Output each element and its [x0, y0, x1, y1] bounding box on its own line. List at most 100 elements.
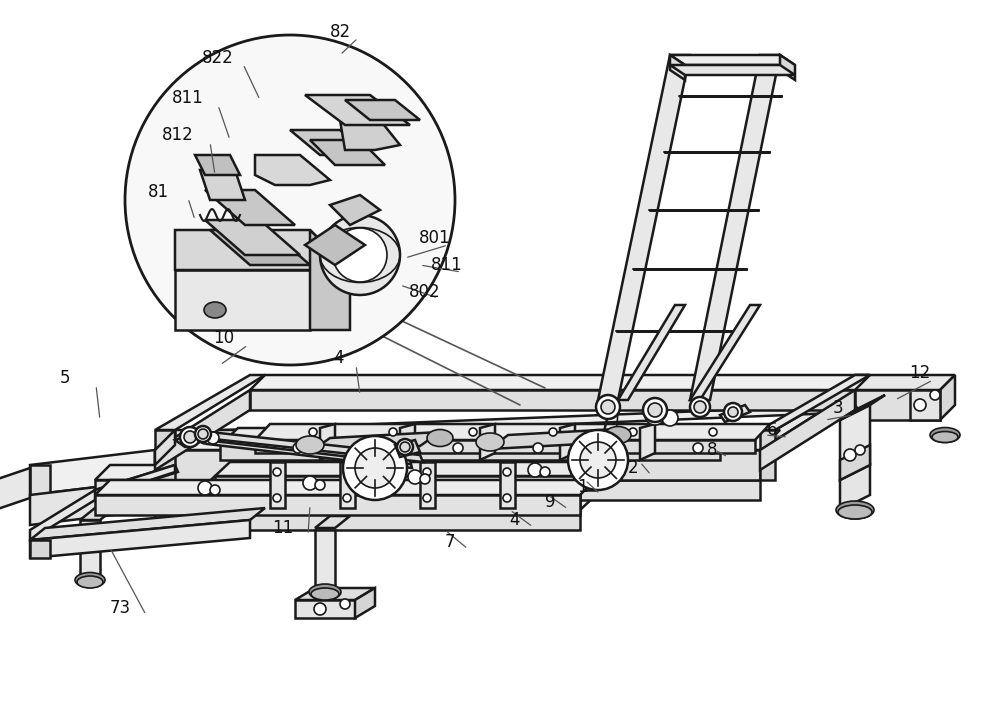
Ellipse shape	[77, 576, 103, 588]
Polygon shape	[720, 405, 750, 422]
Polygon shape	[560, 424, 575, 460]
Polygon shape	[255, 440, 755, 453]
Circle shape	[549, 428, 557, 436]
Polygon shape	[220, 428, 738, 445]
Polygon shape	[780, 55, 795, 80]
Circle shape	[184, 431, 196, 443]
Polygon shape	[760, 375, 870, 430]
Circle shape	[469, 428, 477, 436]
Polygon shape	[840, 390, 940, 420]
Circle shape	[662, 410, 678, 426]
Polygon shape	[95, 465, 178, 497]
Polygon shape	[305, 225, 365, 265]
Circle shape	[397, 439, 413, 455]
Polygon shape	[95, 468, 760, 480]
Polygon shape	[295, 600, 355, 618]
Polygon shape	[760, 390, 855, 470]
Circle shape	[568, 430, 628, 490]
Circle shape	[320, 215, 400, 295]
Text: 9: 9	[545, 493, 555, 511]
Circle shape	[453, 443, 463, 453]
Circle shape	[314, 603, 326, 615]
Circle shape	[694, 401, 706, 413]
Ellipse shape	[838, 505, 872, 519]
Polygon shape	[205, 436, 412, 468]
Circle shape	[914, 399, 926, 411]
Circle shape	[273, 494, 281, 502]
Polygon shape	[155, 430, 780, 450]
Circle shape	[315, 480, 325, 490]
Circle shape	[340, 599, 350, 609]
Circle shape	[533, 443, 543, 453]
Polygon shape	[840, 445, 870, 480]
Circle shape	[503, 468, 511, 476]
Text: 811: 811	[172, 89, 204, 107]
Circle shape	[400, 442, 410, 452]
Polygon shape	[95, 450, 155, 498]
Circle shape	[343, 436, 407, 500]
Circle shape	[309, 428, 317, 436]
Ellipse shape	[309, 584, 341, 600]
Polygon shape	[760, 375, 870, 450]
Polygon shape	[192, 430, 423, 462]
Polygon shape	[500, 462, 515, 508]
Polygon shape	[250, 390, 855, 410]
Text: 7: 7	[445, 533, 455, 551]
Circle shape	[503, 494, 511, 502]
Circle shape	[528, 463, 542, 477]
Text: 6: 6	[767, 421, 777, 439]
Polygon shape	[305, 95, 410, 125]
Polygon shape	[30, 520, 250, 558]
Circle shape	[855, 445, 865, 455]
Text: 5: 5	[60, 369, 70, 387]
Text: 802: 802	[409, 283, 441, 301]
Ellipse shape	[311, 588, 339, 600]
Circle shape	[333, 228, 387, 282]
Ellipse shape	[930, 427, 960, 443]
Polygon shape	[205, 190, 295, 225]
Text: 11: 11	[272, 519, 294, 537]
Polygon shape	[210, 230, 310, 265]
Polygon shape	[155, 496, 595, 510]
Polygon shape	[155, 450, 760, 480]
Circle shape	[690, 397, 710, 417]
Circle shape	[844, 449, 856, 461]
Text: 4: 4	[333, 349, 343, 367]
Polygon shape	[760, 430, 775, 480]
Polygon shape	[670, 55, 685, 80]
Circle shape	[601, 400, 615, 414]
Circle shape	[373, 443, 383, 453]
Circle shape	[198, 481, 212, 495]
Ellipse shape	[932, 432, 958, 443]
Circle shape	[540, 467, 550, 477]
Text: 12: 12	[909, 364, 931, 382]
Ellipse shape	[605, 427, 631, 443]
Circle shape	[580, 442, 616, 478]
Circle shape	[408, 470, 422, 484]
Polygon shape	[315, 516, 350, 528]
Circle shape	[648, 403, 662, 417]
Polygon shape	[395, 440, 420, 457]
Polygon shape	[690, 305, 760, 400]
Polygon shape	[255, 424, 770, 440]
Polygon shape	[250, 375, 870, 390]
Polygon shape	[345, 100, 420, 120]
Circle shape	[643, 398, 667, 422]
Circle shape	[343, 494, 351, 502]
Polygon shape	[598, 55, 690, 400]
Circle shape	[629, 428, 637, 436]
Polygon shape	[95, 495, 580, 515]
Polygon shape	[95, 480, 760, 500]
Text: 2: 2	[628, 459, 638, 477]
Polygon shape	[340, 120, 400, 150]
Circle shape	[210, 485, 220, 495]
Circle shape	[389, 428, 397, 436]
Polygon shape	[840, 405, 870, 480]
Polygon shape	[30, 490, 95, 540]
Polygon shape	[255, 155, 330, 185]
Circle shape	[203, 432, 215, 444]
Text: 4: 4	[510, 511, 520, 529]
Polygon shape	[670, 65, 795, 75]
Polygon shape	[30, 465, 50, 495]
Circle shape	[343, 468, 351, 476]
